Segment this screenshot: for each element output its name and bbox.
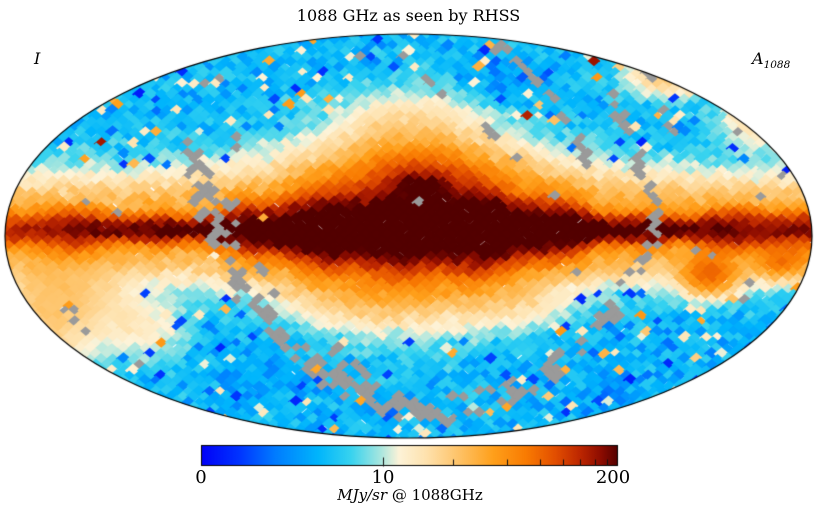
- colorbar-tick-label-max: 200: [595, 467, 631, 488]
- map-amplitude-label: A1088: [752, 49, 790, 71]
- stokes-parameter-label: I: [34, 49, 41, 68]
- colorbar-units-frequency: @ 1088GHz: [387, 486, 483, 504]
- colorbar-units-label: MJy/sr @ 1088GHz: [0, 486, 817, 504]
- colorbar-units-quantity: MJy/sr: [337, 486, 388, 504]
- colorbar-tick-label-mid: 10: [371, 467, 395, 488]
- figure-title: 1088 GHz as seen by RHSS: [296, 6, 521, 25]
- colorbar-tick-label-min: 0: [195, 467, 207, 488]
- amplitude-subscript: 1088: [763, 59, 791, 72]
- amplitude-symbol: A: [752, 49, 764, 68]
